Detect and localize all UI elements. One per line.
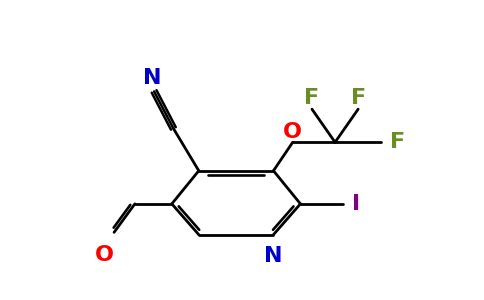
Text: F: F: [391, 132, 406, 152]
Text: F: F: [304, 88, 319, 108]
Text: F: F: [350, 88, 366, 108]
Text: N: N: [264, 246, 283, 266]
Text: O: O: [283, 122, 302, 142]
Text: N: N: [143, 68, 162, 88]
Text: I: I: [352, 194, 360, 214]
Text: O: O: [94, 245, 114, 266]
